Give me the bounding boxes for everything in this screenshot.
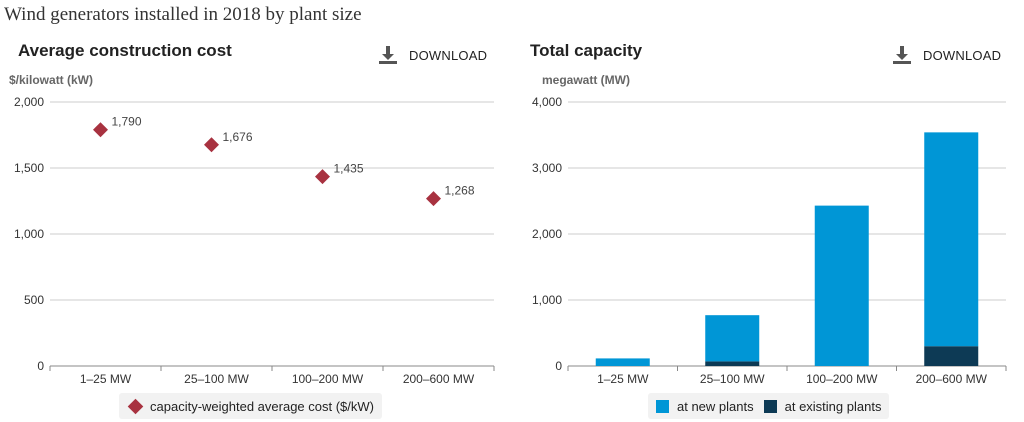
download-label: DOWNLOAD [923, 47, 1002, 63]
y-tick-label: 1,000 [14, 227, 44, 241]
download-icon [893, 46, 911, 64]
cost-chart-panel: Average construction cost DOWNLOAD $/kil… [0, 36, 512, 422]
x-tick-label: 25–100 MW [184, 372, 249, 386]
legend-item[interactable]: at existing plants [763, 398, 882, 414]
cost-chart-svg: $/kilowatt (kW) 0 500 1,000 1,500 2,000 1–25 M… [9, 73, 495, 386]
swatch-new-plants [656, 399, 669, 413]
data-point-diamond [315, 169, 330, 185]
download-button[interactable]: DOWNLOAD [892, 44, 1001, 66]
download-icon [379, 46, 397, 64]
x-tick-label: 1–25 MW [597, 372, 649, 386]
legend-item[interactable]: capacity-weighted average cost ($/kW) [127, 398, 374, 414]
x-tick-label: 200–600 MW [403, 372, 475, 386]
y-tick-label: 4,000 [532, 95, 562, 109]
download-button[interactable]: DOWNLOAD [378, 44, 487, 66]
bar-segment [595, 358, 650, 366]
data-point-diamond [204, 137, 219, 153]
data-label: 1,790 [112, 115, 142, 129]
data-label: 1,676 [223, 130, 253, 144]
y-tick-label: 1,500 [14, 161, 44, 175]
download-label: DOWNLOAD [409, 47, 488, 63]
legend-label: at new plants [677, 398, 754, 414]
chart-title: Average construction cost [18, 41, 232, 60]
bar-segment [705, 315, 760, 362]
capacity-chart-panel: Total capacity DOWNLOAD megawatt (MW) 0 1,… [512, 36, 1024, 422]
bar-segment [814, 205, 869, 366]
y-tick-label: 500 [24, 293, 44, 307]
bar-segment [705, 361, 760, 366]
chart-title: Total capacity [530, 41, 643, 60]
y-tick-label: 0 [37, 359, 44, 373]
y-axis-unit-label: megawatt (MW) [542, 73, 630, 87]
x-tick-label: 25–100 MW [700, 372, 765, 386]
legend: at new plants at existing plants [648, 393, 890, 419]
bar-segment [924, 346, 979, 366]
page-title: Wind generators installed in 2018 by pla… [4, 4, 362, 25]
y-tick-label: 2,000 [14, 95, 44, 109]
data-point-diamond [93, 122, 108, 138]
y-tick-label: 3,000 [532, 161, 562, 175]
x-tick-label: 1–25 MW [80, 372, 132, 386]
bar-segment [924, 132, 979, 347]
y-tick-label: 1,000 [532, 293, 562, 307]
swatch-existing-plants [763, 399, 777, 413]
x-tick-label: 200–600 MW [916, 372, 988, 386]
data-label: 1,268 [445, 184, 475, 198]
legend-label: at existing plants [784, 398, 882, 414]
data-label: 1,435 [334, 162, 364, 176]
capacity-chart-svg: megawatt (MW) 0 1,000 2,000 3,000 4,000 1–25 M… [532, 73, 1007, 386]
x-tick-label: 100–200 MW [806, 372, 878, 386]
x-tick-label: 100–200 MW [292, 372, 364, 386]
data-point-diamond [426, 191, 441, 207]
diamond-marker-icon [127, 398, 144, 414]
legend-label: capacity-weighted average cost ($/kW) [150, 398, 374, 414]
legend: capacity-weighted average cost ($/kW) [119, 393, 382, 419]
y-axis-unit-label: $/kilowatt (kW) [9, 73, 93, 87]
y-tick-label: 2,000 [532, 227, 562, 241]
y-tick-label: 0 [555, 359, 562, 373]
legend-item[interactable]: at new plants [656, 399, 754, 414]
